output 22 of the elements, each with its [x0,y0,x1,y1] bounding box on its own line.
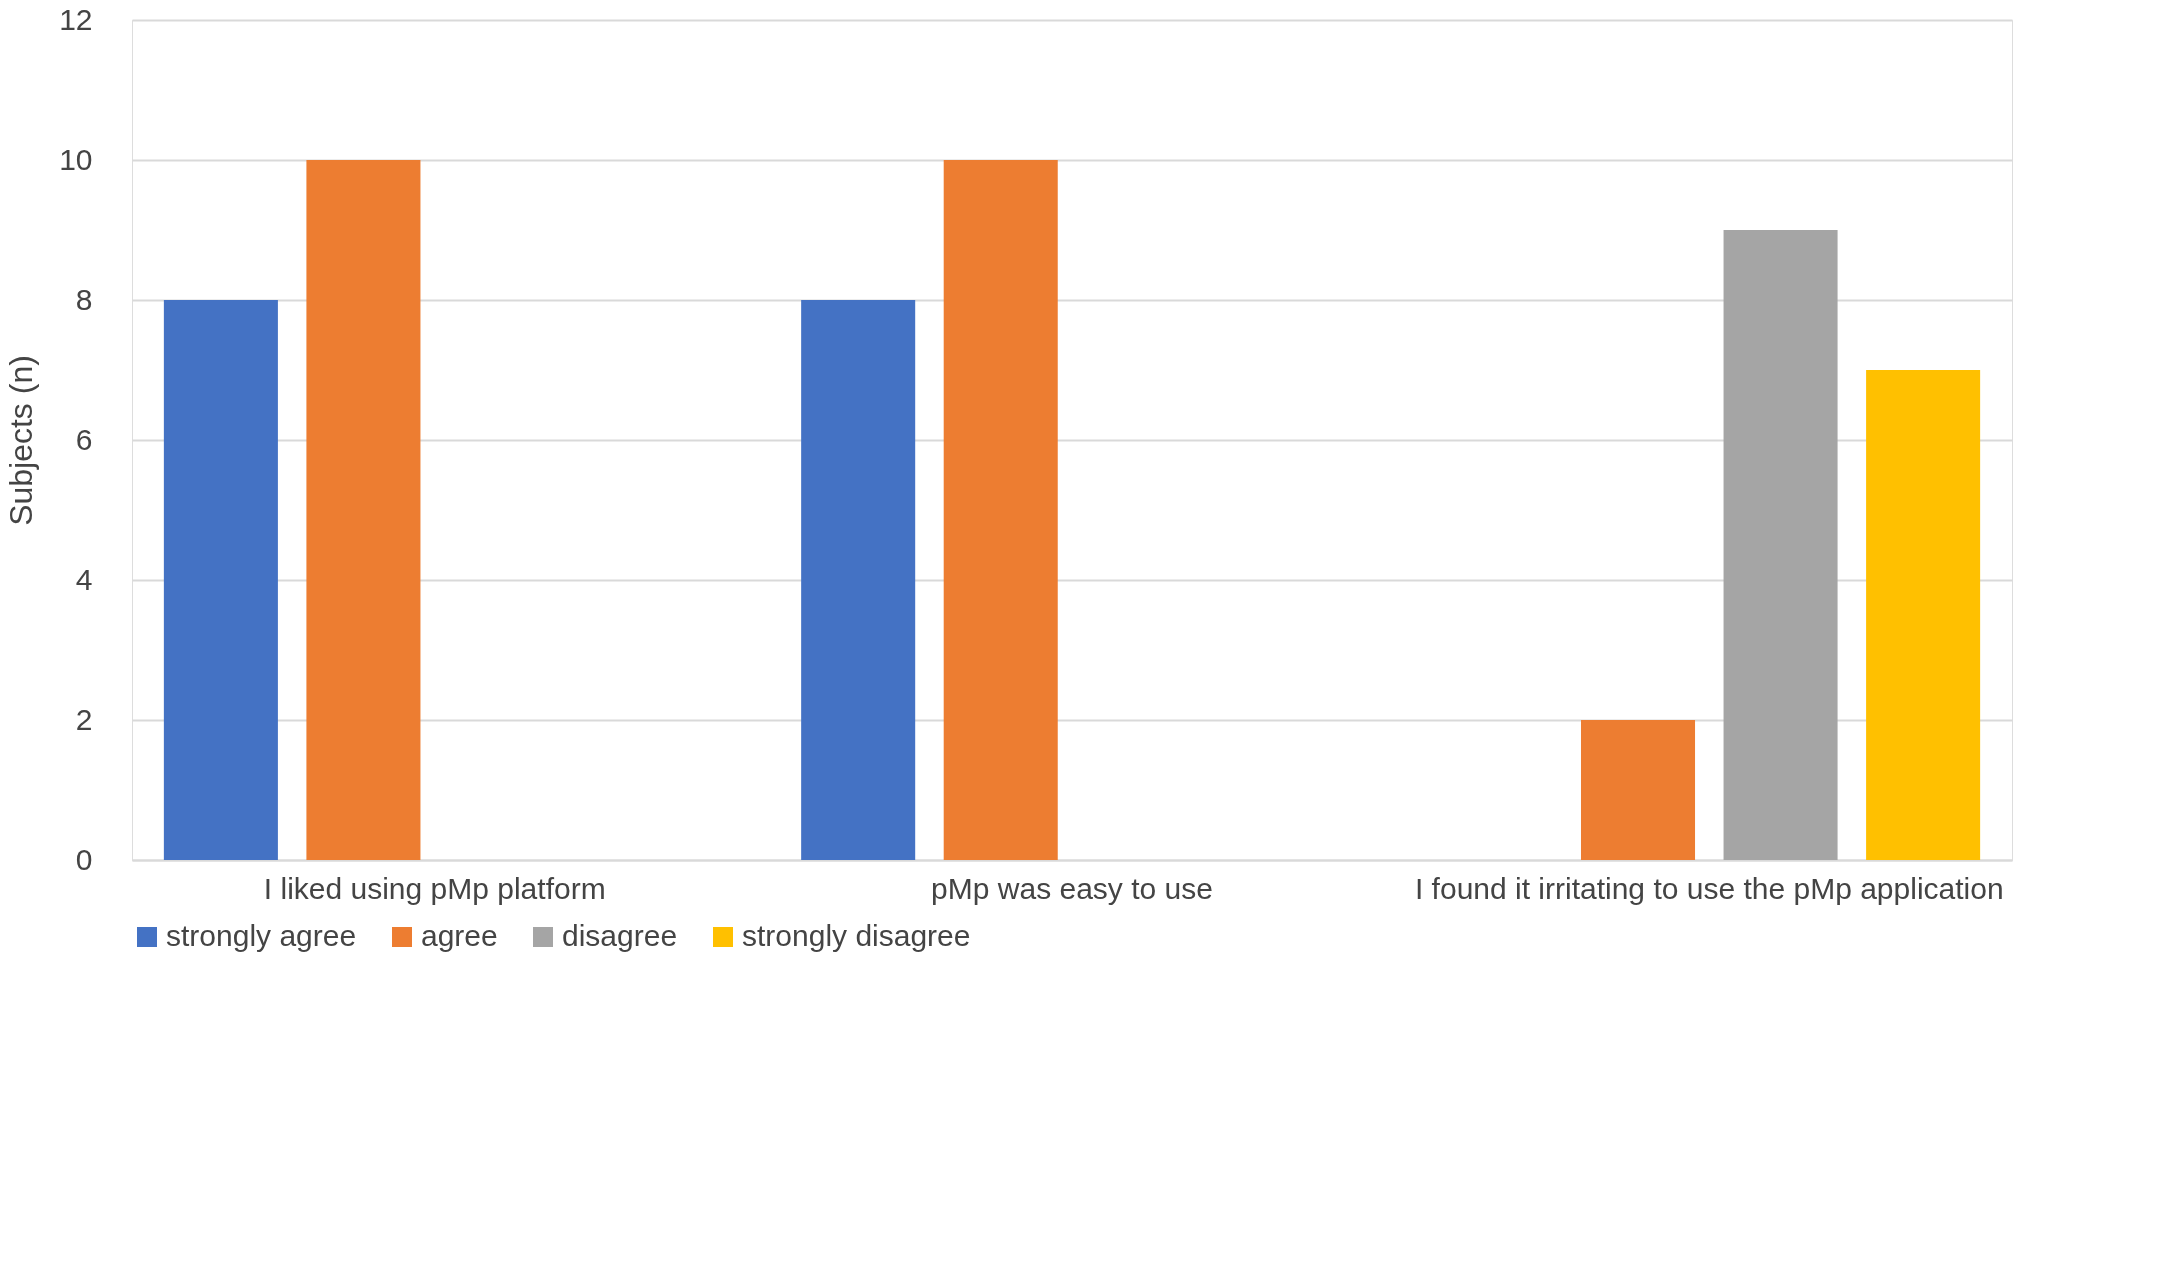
y-tick-label: 6 [75,422,93,456]
y-axis-title: Subjects (n) [3,355,40,526]
bar [163,300,278,860]
bar [1580,720,1696,860]
bar [943,160,1058,860]
y-tick-label: 8 [75,282,93,316]
legend-label: strongly agree [166,919,357,952]
x-tick-label: I found it irritating to use the pMp application [1414,871,2004,905]
bar [801,300,916,860]
y-tick-label: 4 [75,562,93,596]
y-tick-label: 12 [59,2,93,36]
legend-label: agree [421,919,498,952]
bar [1723,230,1838,860]
y-tick-label: 0 [75,842,93,876]
x-tick-label: I liked using pMp platform [263,871,606,905]
y-tick-label: 2 [75,702,93,736]
legend-label: disagree [562,919,678,952]
legend-label: strongly disagree [742,919,971,952]
bar [306,160,421,860]
y-tick-label: 10 [59,142,93,176]
x-tick-label: pMp was easy to use [931,871,1213,905]
bar [1866,370,1981,860]
